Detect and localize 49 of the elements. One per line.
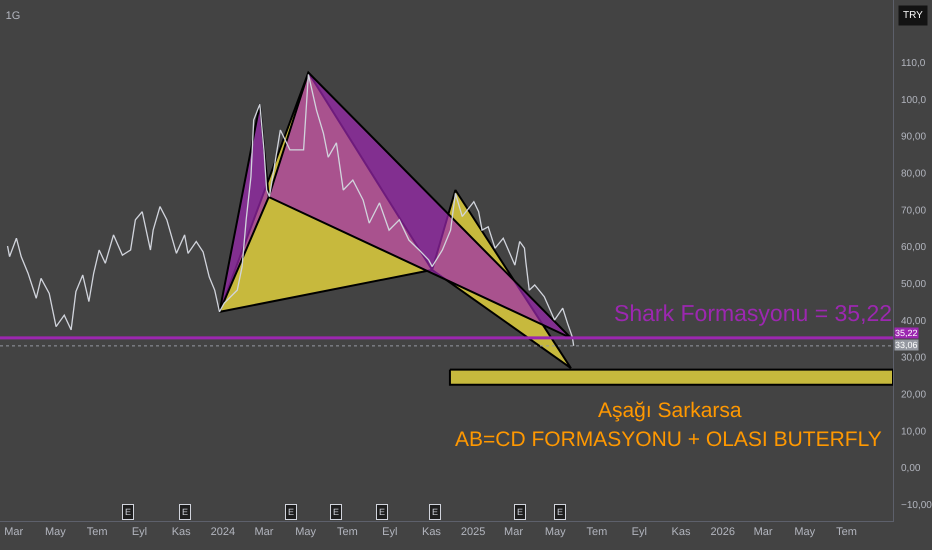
x-tick-label: May (45, 526, 66, 538)
annotation: AB=CD FORMASYONU + OLASI BUTERFLY (455, 428, 882, 451)
ref-line-label: 35,22 (895, 328, 918, 338)
x-tick-label: May (544, 526, 566, 538)
y-tick-label: 80,00 (901, 168, 926, 180)
y-tick-label: 100,0 (901, 94, 926, 106)
annotation: E (379, 507, 386, 517)
y-tick-label: 60,00 (901, 242, 926, 254)
x-tick-label: 2024 (210, 526, 236, 538)
x-tick-label: Kas (172, 526, 192, 538)
annotation: E (333, 507, 340, 517)
x-tick-label: Eyl (132, 526, 148, 538)
text: TRY (903, 10, 924, 21)
y-tick-label: 50,00 (901, 279, 926, 290)
x-tick-label: 2025 (460, 526, 486, 538)
annotation: Shark Formasyonu = 35,22 (614, 300, 892, 326)
y-tick-label: 110,0 (901, 58, 926, 70)
y-tick-label: −10,00 (901, 500, 932, 511)
x-tick-label: Eyl (382, 526, 398, 538)
y-tick-label: 0,00 (901, 463, 921, 474)
y-tick-label: 20,00 (901, 389, 926, 400)
x-tick-label: May (794, 526, 816, 538)
x-tick-label: Tem (336, 526, 358, 538)
x-tick-label: 2026 (710, 526, 735, 538)
annotation: Aşağı Sarkarsa (598, 399, 742, 422)
y-tick-label: 10,00 (901, 426, 926, 438)
ref-line-label: 33,06 (895, 340, 918, 350)
text: 1G (6, 10, 20, 22)
x-tick-label: Tem (836, 526, 857, 538)
y-tick-label: 90,00 (901, 132, 926, 143)
x-tick-label: Mar (4, 526, 24, 538)
x-tick-label: May (295, 526, 317, 538)
x-tick-label: Tem (86, 526, 108, 538)
annotation: E (432, 507, 438, 517)
annotation: E (182, 507, 188, 517)
annotation: E (557, 507, 564, 517)
x-tick-label: Kas (672, 526, 691, 538)
x-tick-label: Mar (254, 526, 274, 538)
y-tick-label: 30,00 (901, 352, 926, 364)
x-tick-label: Eyl (632, 526, 647, 538)
x-tick-label: Kas (422, 526, 442, 538)
y-tick-label: 40,00 (901, 316, 926, 327)
x-tick-label: Mar (754, 526, 773, 538)
annotation: E (125, 507, 132, 517)
annotation: E (288, 507, 294, 517)
annotation: E (517, 507, 524, 517)
y-tick-label: 70,00 (901, 205, 926, 216)
x-tick-label: Tem (586, 526, 608, 538)
x-tick-label: Mar (504, 526, 524, 538)
